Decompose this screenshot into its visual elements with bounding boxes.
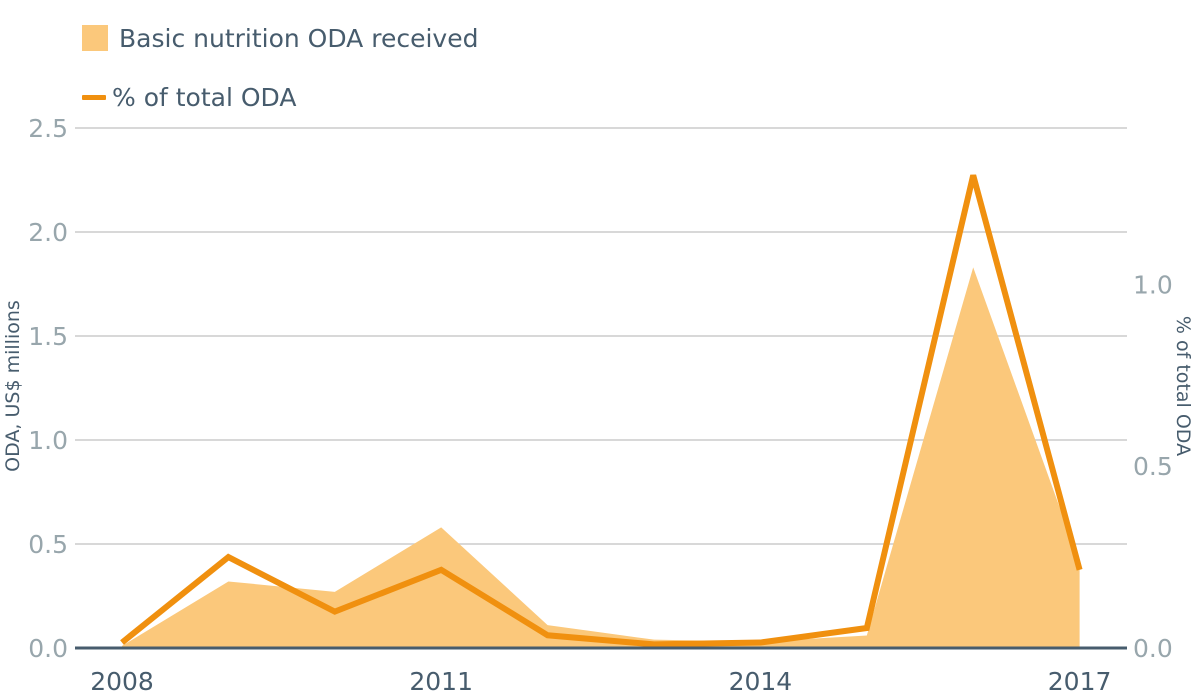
right-tick-label: 1.0 (1133, 270, 1173, 299)
x-tick-label: 2011 (409, 667, 473, 696)
left-tick-label: 1.5 (28, 322, 68, 351)
left-axis-ticks: 0.0 0.5 1.0 1.5 2.0 2.5 (28, 114, 68, 663)
legend: Basic nutrition ODA received % of total … (82, 18, 478, 136)
left-tick-label: 0.0 (28, 634, 68, 663)
left-axis-title: ODA, US$ millions (2, 300, 24, 472)
x-tick-label: 2008 (90, 667, 154, 696)
right-axis-title: % of total ODA (1172, 316, 1194, 456)
left-tick-label: 2.0 (28, 218, 68, 247)
right-axis-ticks: 0.0 0.5 1.0 (1133, 270, 1173, 663)
left-tick-label: 1.0 (28, 426, 68, 455)
line-series (120, 174, 1083, 648)
x-tick-label: 2014 (729, 667, 793, 696)
legend-label-line: % of total ODA (112, 82, 297, 112)
right-tick-label: 0.5 (1133, 452, 1173, 481)
legend-item-line[interactable]: % of total ODA (82, 77, 478, 117)
line-swatch-icon (82, 94, 106, 100)
area-fill (122, 267, 1080, 648)
left-tick-label: 2.5 (28, 114, 68, 143)
x-axis-ticks: 2008 2011 2014 2017 (90, 667, 1111, 696)
area-series (122, 267, 1080, 648)
line-path (120, 174, 1083, 648)
legend-item-area[interactable]: Basic nutrition ODA received (82, 18, 478, 58)
legend-label-area: Basic nutrition ODA received (119, 23, 479, 53)
area-swatch-icon (82, 25, 108, 51)
left-tick-label: 0.5 (28, 530, 68, 559)
right-tick-label: 0.0 (1133, 634, 1173, 663)
x-tick-label: 2017 (1048, 667, 1112, 696)
